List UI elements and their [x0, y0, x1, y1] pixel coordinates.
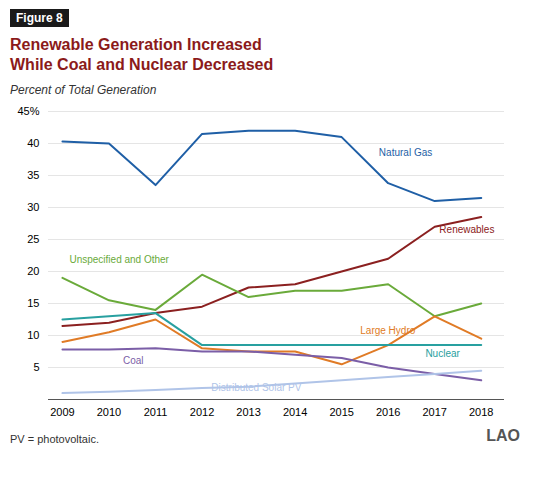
svg-text:Natural Gas: Natural Gas: [379, 147, 432, 158]
svg-text:10: 10: [27, 329, 39, 341]
html-text:PV = photovoltaic.: PV = photovoltaic.: [10, 433, 99, 445]
svg-text:2010: 2010: [97, 406, 121, 418]
svg-text:45%: 45%: [17, 105, 39, 117]
svg-text:2016: 2016: [376, 406, 400, 418]
svg-text:30: 30: [27, 201, 39, 213]
svg-text:Renewables: Renewables: [439, 224, 494, 235]
svg-text:35: 35: [27, 169, 39, 181]
svg-text:5: 5: [33, 361, 39, 373]
svg-text:2011: 2011: [144, 406, 168, 418]
html-text:Percent of Total Generation: Percent of Total Generation: [10, 83, 157, 97]
html-text:LAO: LAO: [486, 427, 520, 444]
svg-text:20: 20: [27, 265, 39, 277]
svg-text:2015: 2015: [329, 406, 353, 418]
svg-text:2012: 2012: [190, 406, 214, 418]
svg-text:25: 25: [27, 233, 39, 245]
svg-text:2018: 2018: [469, 406, 493, 418]
svg-text:2017: 2017: [422, 406, 446, 418]
svg-text:Coal: Coal: [123, 355, 144, 366]
svg-text:Unspecified and Other: Unspecified and Other: [69, 254, 169, 265]
svg-text:Distributed Solar PV: Distributed Solar PV: [211, 382, 301, 393]
svg-text:2013: 2013: [236, 406, 260, 418]
svg-text:40: 40: [27, 137, 39, 149]
html-text:Figure 8: Figure 8: [16, 11, 63, 25]
svg-text:2009: 2009: [50, 406, 74, 418]
svg-text:2014: 2014: [283, 406, 307, 418]
svg-text:15: 15: [27, 297, 39, 309]
svg-text:Nuclear: Nuclear: [425, 348, 460, 359]
html-text:Renewable Generation Increased: Renewable Generation Increased: [10, 36, 262, 53]
svg-text:Large Hydro: Large Hydro: [360, 325, 415, 336]
html-text:While Coal and Nuclear Decreas: While Coal and Nuclear Decreased: [10, 56, 274, 73]
